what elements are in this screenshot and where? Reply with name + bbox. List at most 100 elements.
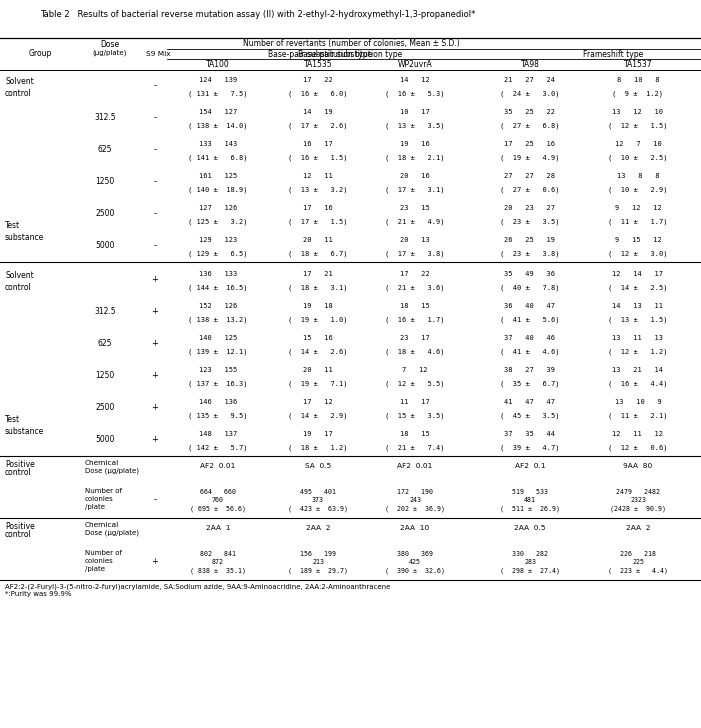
Text: control: control bbox=[5, 468, 32, 477]
Text: 23   17: 23 17 bbox=[400, 335, 430, 341]
Text: 9AA  80: 9AA 80 bbox=[623, 463, 653, 469]
Text: 16   17: 16 17 bbox=[303, 141, 333, 147]
Text: 2AA  2: 2AA 2 bbox=[306, 525, 330, 531]
Text: Base-pair substitution type: Base-pair substitution type bbox=[298, 50, 402, 59]
Text: TA1535: TA1535 bbox=[304, 60, 332, 69]
Text: TA1537: TA1537 bbox=[624, 60, 653, 69]
Text: 12   11   12: 12 11 12 bbox=[613, 431, 664, 437]
Text: (μg/plate): (μg/plate) bbox=[93, 50, 127, 57]
Text: 20   13: 20 13 bbox=[400, 237, 430, 243]
Text: 17   21: 17 21 bbox=[303, 271, 333, 277]
Text: (  13 ±   3.5): ( 13 ± 3.5) bbox=[386, 123, 444, 130]
Text: Solvent: Solvent bbox=[5, 76, 34, 85]
Text: (  13 ±   3.2): ( 13 ± 3.2) bbox=[288, 187, 348, 193]
Text: control: control bbox=[5, 530, 32, 539]
Text: -: - bbox=[154, 82, 156, 90]
Text: 2479   2482: 2479 2482 bbox=[616, 489, 660, 495]
Text: ( 135 ±   9.5): ( 135 ± 9.5) bbox=[189, 413, 247, 419]
Text: 37   35   44: 37 35 44 bbox=[505, 431, 555, 437]
Text: (  15 ±   3.5): ( 15 ± 3.5) bbox=[386, 413, 444, 419]
Text: +: + bbox=[151, 307, 158, 317]
Text: 380   369: 380 369 bbox=[397, 551, 433, 557]
Text: (  16 ±   4.4): ( 16 ± 4.4) bbox=[608, 381, 668, 387]
Text: (  12 ±   1.2): ( 12 ± 1.2) bbox=[608, 349, 668, 355]
Text: (  511 ±  26.9): ( 511 ± 26.9) bbox=[500, 505, 560, 512]
Text: (  21 ±   4.9): ( 21 ± 4.9) bbox=[386, 218, 444, 225]
Text: 124   139: 124 139 bbox=[199, 77, 237, 83]
Text: (  17 ±   3.8): ( 17 ± 3.8) bbox=[386, 250, 444, 257]
Text: 127   126: 127 126 bbox=[199, 205, 237, 211]
Text: 760: 760 bbox=[212, 497, 224, 503]
Text: control: control bbox=[5, 89, 32, 98]
Text: colonies: colonies bbox=[85, 558, 114, 564]
Text: 625: 625 bbox=[97, 146, 112, 154]
Text: 14   13   11: 14 13 11 bbox=[613, 303, 664, 309]
Text: 495   401: 495 401 bbox=[300, 489, 336, 495]
Text: -: - bbox=[154, 146, 156, 154]
Text: 2323: 2323 bbox=[630, 497, 646, 503]
Text: (  18 ±   4.6): ( 18 ± 4.6) bbox=[386, 349, 444, 355]
Text: ( 138 ±  13.2): ( 138 ± 13.2) bbox=[189, 317, 247, 323]
Text: +: + bbox=[151, 339, 158, 349]
Text: Test: Test bbox=[5, 221, 20, 229]
Text: ( 142 ±   5.7): ( 142 ± 5.7) bbox=[189, 445, 247, 451]
Text: (  17 ±   3.1): ( 17 ± 3.1) bbox=[386, 187, 444, 193]
Text: 243: 243 bbox=[409, 497, 421, 503]
Text: (  21 ±   3.6): ( 21 ± 3.6) bbox=[386, 285, 444, 291]
Text: Solvent: Solvent bbox=[5, 271, 34, 280]
Text: 14   12: 14 12 bbox=[400, 77, 430, 83]
Text: (  202 ±  36.9): ( 202 ± 36.9) bbox=[385, 505, 445, 512]
Text: 802   841: 802 841 bbox=[200, 551, 236, 557]
Text: Dose (μg/plate): Dose (μg/plate) bbox=[85, 468, 139, 475]
Text: (  9 ±  1.2): ( 9 ± 1.2) bbox=[613, 91, 664, 98]
Text: (  189 ±  29.7): ( 189 ± 29.7) bbox=[288, 567, 348, 574]
Text: (  12 ±   5.5): ( 12 ± 5.5) bbox=[386, 381, 444, 387]
Text: (  14 ±   2.6): ( 14 ± 2.6) bbox=[288, 349, 348, 355]
Text: -: - bbox=[154, 242, 156, 250]
Text: /plate: /plate bbox=[85, 504, 105, 510]
Text: 312.5: 312.5 bbox=[94, 114, 116, 122]
Text: Number of: Number of bbox=[85, 488, 122, 494]
Text: 1250: 1250 bbox=[95, 178, 115, 186]
Text: 13   11   13: 13 11 13 bbox=[613, 335, 664, 341]
Text: 19   18: 19 18 bbox=[303, 303, 333, 309]
Text: -: - bbox=[154, 178, 156, 186]
Text: (  18 ±   3.1): ( 18 ± 3.1) bbox=[288, 285, 348, 291]
Text: (  18 ±   6.7): ( 18 ± 6.7) bbox=[288, 250, 348, 257]
Text: Chemical: Chemical bbox=[85, 522, 119, 528]
Text: 11   17: 11 17 bbox=[400, 399, 430, 405]
Text: 172   190: 172 190 bbox=[397, 489, 433, 495]
Text: (  423 ±  63.9): ( 423 ± 63.9) bbox=[288, 505, 348, 512]
Text: 156   199: 156 199 bbox=[300, 551, 336, 557]
Text: 13   8   8: 13 8 8 bbox=[617, 173, 659, 179]
Text: 140   125: 140 125 bbox=[199, 335, 237, 341]
Text: Test: Test bbox=[5, 414, 20, 424]
Text: 136   133: 136 133 bbox=[199, 271, 237, 277]
Text: 15   16: 15 16 bbox=[303, 335, 333, 341]
Text: 226   218: 226 218 bbox=[620, 551, 656, 557]
Text: colonies: colonies bbox=[85, 496, 114, 502]
Text: 14   19: 14 19 bbox=[303, 109, 333, 115]
Text: 13   12   10: 13 12 10 bbox=[613, 109, 664, 115]
Text: 9   12   12: 9 12 12 bbox=[615, 205, 661, 211]
Text: 425: 425 bbox=[409, 559, 421, 565]
Text: +: + bbox=[151, 275, 158, 285]
Text: ( 838 ±  35.1): ( 838 ± 35.1) bbox=[190, 567, 246, 574]
Text: TA100: TA100 bbox=[206, 60, 230, 69]
Text: -: - bbox=[154, 114, 156, 122]
Text: 283: 283 bbox=[524, 559, 536, 565]
Text: 148   137: 148 137 bbox=[199, 431, 237, 437]
Text: 20   11: 20 11 bbox=[303, 367, 333, 373]
Text: (  10 ±   2.9): ( 10 ± 2.9) bbox=[608, 187, 668, 193]
Text: Table 2   Results of bacterial reverse mutation assay (II) with 2-ethyl-2-hydrox: Table 2 Results of bacterial reverse mut… bbox=[40, 10, 475, 19]
Text: +: + bbox=[151, 558, 158, 566]
Text: (  18 ±   1.2): ( 18 ± 1.2) bbox=[288, 445, 348, 451]
Text: (  11 ±   2.1): ( 11 ± 2.1) bbox=[608, 413, 668, 419]
Text: 19   17: 19 17 bbox=[303, 431, 333, 437]
Text: 37   40   46: 37 40 46 bbox=[505, 335, 555, 341]
Text: ( 129 ±   6.5): ( 129 ± 6.5) bbox=[189, 250, 247, 257]
Text: (  14 ±   2.5): ( 14 ± 2.5) bbox=[608, 285, 668, 291]
Text: 9   15   12: 9 15 12 bbox=[615, 237, 661, 243]
Text: 35   25   22: 35 25 22 bbox=[505, 109, 555, 115]
Text: 519   533: 519 533 bbox=[512, 489, 548, 495]
